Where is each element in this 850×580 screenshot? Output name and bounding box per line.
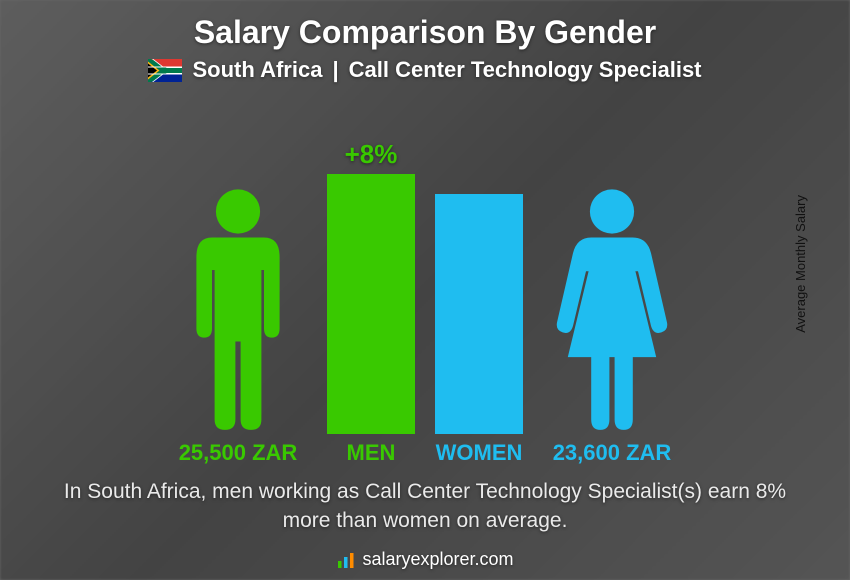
chart-area: +8% Average Monthly Salary [30,93,820,434]
women-salary: 23,600 ZAR [542,440,682,466]
women-icon-col [542,184,682,434]
man-icon [173,184,303,434]
infographic-content: Salary Comparison By Gender [0,0,850,580]
men-bar [327,174,415,434]
footer-text: salaryexplorer.com [362,549,513,570]
men-bar-col: +8% [326,139,416,434]
separator: | [332,57,338,83]
logo-icon [336,550,356,570]
men-icon-col [168,184,308,434]
men-salary: 25,500 ZAR [168,440,308,466]
women-label: WOMEN [434,440,524,466]
y-axis-label-wrap: Average Monthly Salary [790,93,810,434]
woman-icon [547,184,677,434]
page-title: Salary Comparison By Gender [194,14,656,51]
pct-diff-label: +8% [345,139,398,170]
subtitle-row: South Africa | Call Center Technology Sp… [148,57,701,83]
women-bar [435,194,523,434]
y-axis-label: Average Monthly Salary [793,195,808,333]
location-text: South Africa [192,57,322,83]
description-text: In South Africa, men working as Call Cen… [45,478,805,535]
men-label: MEN [326,440,416,466]
south-africa-flag-icon [148,59,182,82]
value-row: 25,500 ZAR MEN WOMEN 23,600 ZAR [30,440,820,466]
footer: salaryexplorer.com [336,549,513,570]
job-title-text: Call Center Technology Specialist [349,57,702,83]
women-bar-col [434,194,524,434]
